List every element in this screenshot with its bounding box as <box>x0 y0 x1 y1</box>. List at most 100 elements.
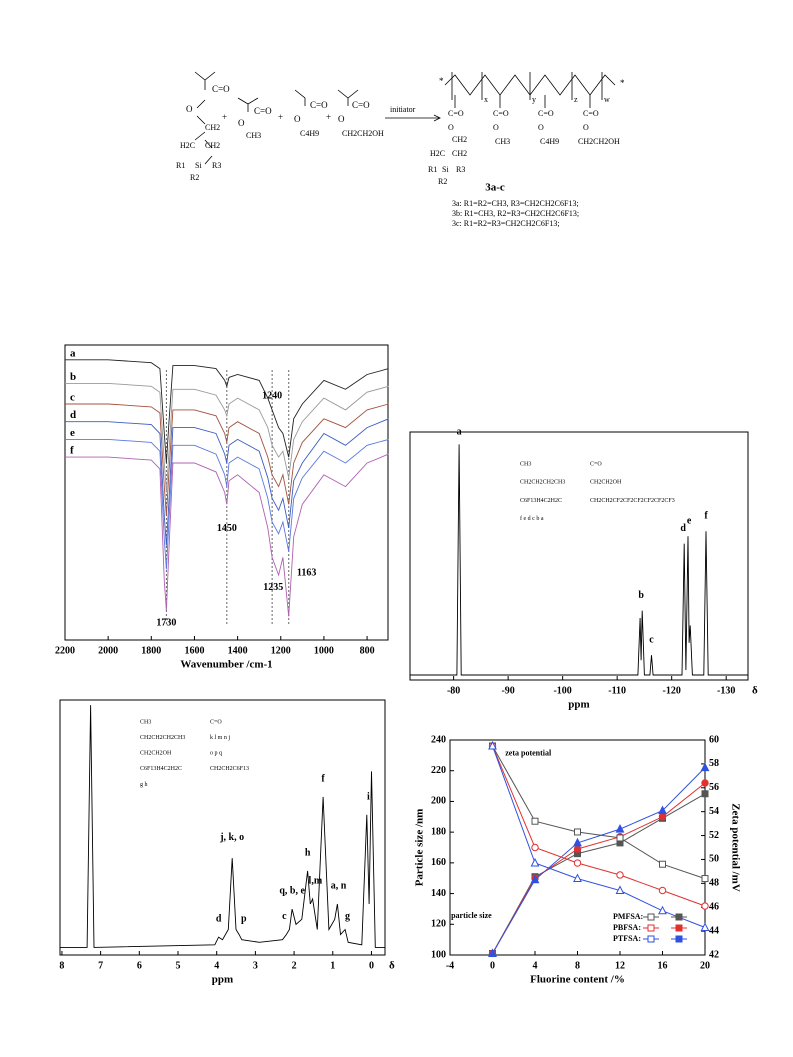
scheme: C=O O CH2 H2C CH2 Si R1 R2 R3 + C=O O CH… <box>176 71 625 228</box>
annotation: d <box>680 523 686 534</box>
series-line <box>60 705 385 948</box>
marker <box>573 845 582 853</box>
inset-text: o p q <box>210 751 222 757</box>
x-tick-label: -130 <box>717 685 735 696</box>
series-line <box>492 745 706 907</box>
series-line <box>492 767 706 954</box>
t: * <box>439 76 444 86</box>
x-tick-label: 1000 <box>314 645 334 656</box>
series-label: e <box>70 427 75 439</box>
marker <box>616 834 624 842</box>
t: z <box>574 95 578 104</box>
marker <box>701 779 709 787</box>
x-tick-label: 8 <box>59 960 64 971</box>
series-line <box>410 444 748 676</box>
t: O <box>238 118 245 128</box>
x-tick-label: 1400 <box>228 645 248 656</box>
x-tick-label: -110 <box>608 685 626 696</box>
series-label: a <box>70 347 76 359</box>
legend-marker <box>675 924 683 932</box>
inset-text: k l m n j <box>210 735 230 741</box>
t: Si <box>442 165 449 174</box>
t: C4H9 <box>540 137 559 146</box>
series-line <box>492 745 706 928</box>
inset-text: CH2CH2C6F13 <box>210 766 249 772</box>
marker <box>658 905 667 915</box>
t: w <box>604 95 610 104</box>
marker <box>658 813 667 821</box>
t: x <box>484 95 488 104</box>
x-axis-label: ppm <box>568 699 589 711</box>
t: y <box>532 95 536 104</box>
marker <box>701 790 709 798</box>
annotation: 1163 <box>297 567 316 578</box>
annotation: 1235 <box>263 582 283 593</box>
t: H2C <box>180 141 195 150</box>
x-tick-label: 16 <box>658 960 668 971</box>
y-tick-label: 220 <box>431 765 446 776</box>
y-tick-label: 140 <box>431 888 446 899</box>
annotation: c <box>282 911 287 922</box>
t: C=O <box>254 106 272 116</box>
annotation: q, b, e <box>279 886 305 897</box>
x-tick-label: 6 <box>137 960 142 971</box>
t: O <box>448 123 454 132</box>
x-tick-label: 1200 <box>271 645 291 656</box>
y2-tick-label: 52 <box>709 830 719 841</box>
legend-marker <box>647 913 655 921</box>
y2-axis-label: Zeta potential /mV <box>729 803 741 892</box>
annotation: c <box>649 635 654 646</box>
y2-tick-label: 48 <box>709 878 719 889</box>
inset-text: CH2CH2CH2CH3 <box>140 735 185 741</box>
series-line <box>492 782 706 954</box>
t: initiator <box>390 105 416 114</box>
marker <box>488 740 497 750</box>
t: O <box>538 123 544 132</box>
series-line <box>492 745 706 880</box>
inset-text: g h <box>140 782 148 788</box>
x-tick-label: 1 <box>330 960 335 971</box>
marker <box>700 762 710 772</box>
inset-text: C6F13H4C2H2C <box>140 766 182 772</box>
plot-frame <box>409 431 749 681</box>
t: + <box>222 112 227 122</box>
t: O <box>583 123 589 132</box>
annotation: i <box>367 791 370 802</box>
x-tick-label: 2200 <box>55 645 75 656</box>
marker <box>574 828 581 836</box>
legend-label: PBFSA: <box>613 923 641 932</box>
inset-text: f e d c b a <box>520 515 544 522</box>
t: CH2 <box>205 123 220 132</box>
inset-text: CH2CH2OH <box>590 480 622 486</box>
t: O <box>294 114 301 124</box>
t: R2 <box>438 177 447 186</box>
inset-text: CH2CH2CH2CH3 <box>520 480 565 486</box>
t: O <box>186 104 193 114</box>
marker <box>573 837 582 847</box>
series-label: b <box>70 371 76 383</box>
axis-symbol: δ <box>389 960 395 972</box>
y2-tick-label: 42 <box>709 949 719 960</box>
t: + <box>278 112 283 122</box>
x-tick-label: 0 <box>369 960 374 971</box>
y-tick-label: 200 <box>431 796 446 807</box>
t: CH2CH2OH <box>578 137 620 146</box>
y2-tick-label: 46 <box>709 902 719 913</box>
x-tick-label: 1600 <box>184 645 204 656</box>
annotation: a, n <box>331 881 347 892</box>
x-tick-label: -90 <box>501 685 514 696</box>
inset-text: CH3 <box>520 461 531 467</box>
annotation: f <box>321 773 325 784</box>
t: CH3 <box>495 137 510 146</box>
t: C=O <box>538 109 554 118</box>
marker <box>659 860 666 868</box>
series-label: c <box>70 392 75 404</box>
t: R3 <box>456 165 465 174</box>
x-tick-label: 4 <box>533 960 538 971</box>
t: CH2 <box>452 135 467 144</box>
inset-text: C=O <box>590 461 602 467</box>
y-tick-label: 120 <box>431 919 446 930</box>
t: + <box>326 112 331 122</box>
y-tick-label: 160 <box>431 857 446 868</box>
